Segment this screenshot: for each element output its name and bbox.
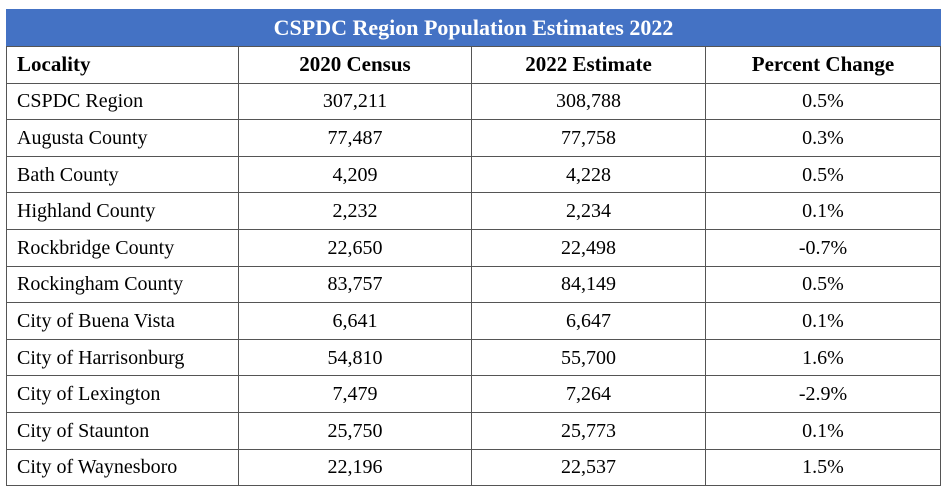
estimate-2022-cell: 4,228 [471,155,706,194]
percent-change-cell: 1.5% [705,448,941,487]
header-percent-change: Percent Change [705,46,941,84]
census-2020-cell: 6,641 [238,302,472,340]
census-2020-cell: 22,196 [238,448,472,487]
census-2020-cell: 4,209 [238,155,472,194]
table-row: CSPDC Region 307,211 308,788 0.5% [6,82,941,121]
census-2020-cell: 25,750 [238,411,472,450]
estimate-2022-cell: 55,700 [471,338,706,377]
locality-cell: CSPDC Region [6,82,239,121]
table-row: Rockingham County 83,757 84,149 0.5% [6,265,941,304]
estimate-2022-cell: 22,498 [471,228,706,267]
census-2020-cell: 22,650 [238,228,472,267]
header-2020-census: 2020 Census [238,46,472,84]
estimate-2022-cell: 84,149 [471,265,706,304]
estimate-2022-cell: 22,537 [471,448,706,487]
estimate-2022-cell: 6,647 [471,302,706,340]
percent-change-cell: -2.9% [705,375,941,413]
locality-cell: Augusta County [6,119,239,157]
locality-cell: City of Harrisonburg [6,338,239,377]
table-header-row: Locality 2020 Census 2022 Estimate Perce… [6,46,941,84]
percent-change-cell: 0.3% [705,119,941,157]
percent-change-cell: 0.5% [705,265,941,304]
estimate-2022-cell: 25,773 [471,411,706,450]
table-row: Augusta County 77,487 77,758 0.3% [6,119,941,157]
locality-cell: Highland County [6,192,239,230]
locality-cell: City of Lexington [6,375,239,413]
locality-cell: City of Staunton [6,411,239,450]
census-2020-cell: 77,487 [238,119,472,157]
estimate-2022-cell: 308,788 [471,82,706,121]
table-title-row: CSPDC Region Population Estimates 2022 [6,9,941,47]
table-row: Rockbridge County 22,650 22,498 -0.7% [6,228,941,267]
population-table: CSPDC Region Population Estimates 2022 L… [6,9,941,487]
locality-cell: Bath County [6,155,239,194]
locality-cell: City of Waynesboro [6,448,239,487]
census-2020-cell: 307,211 [238,82,472,121]
table-row: City of Buena Vista 6,641 6,647 0.1% [6,302,941,340]
locality-cell: Rockingham County [6,265,239,304]
table-row: City of Lexington 7,479 7,264 -2.9% [6,375,941,413]
percent-change-cell: -0.7% [705,228,941,267]
table-row: City of Staunton 25,750 25,773 0.1% [6,411,941,450]
census-2020-cell: 7,479 [238,375,472,413]
table-row: Bath County 4,209 4,228 0.5% [6,155,941,194]
percent-change-cell: 0.5% [705,155,941,194]
estimate-2022-cell: 2,234 [471,192,706,230]
census-2020-cell: 2,232 [238,192,472,230]
locality-cell: City of Buena Vista [6,302,239,340]
percent-change-cell: 0.1% [705,192,941,230]
population-table-container: CSPDC Region Population Estimates 2022 L… [6,9,941,487]
table-title: CSPDC Region Population Estimates 2022 [6,9,941,47]
percent-change-cell: 1.6% [705,338,941,377]
table-row: Highland County 2,232 2,234 0.1% [6,192,941,230]
estimate-2022-cell: 7,264 [471,375,706,413]
percent-change-cell: 0.1% [705,411,941,450]
header-2022-estimate: 2022 Estimate [471,46,706,84]
estimate-2022-cell: 77,758 [471,119,706,157]
percent-change-cell: 0.5% [705,82,941,121]
percent-change-cell: 0.1% [705,302,941,340]
census-2020-cell: 54,810 [238,338,472,377]
header-locality: Locality [6,46,239,84]
table-row: City of Waynesboro 22,196 22,537 1.5% [6,448,941,487]
census-2020-cell: 83,757 [238,265,472,304]
locality-cell: Rockbridge County [6,228,239,267]
table-row: City of Harrisonburg 54,810 55,700 1.6% [6,338,941,377]
